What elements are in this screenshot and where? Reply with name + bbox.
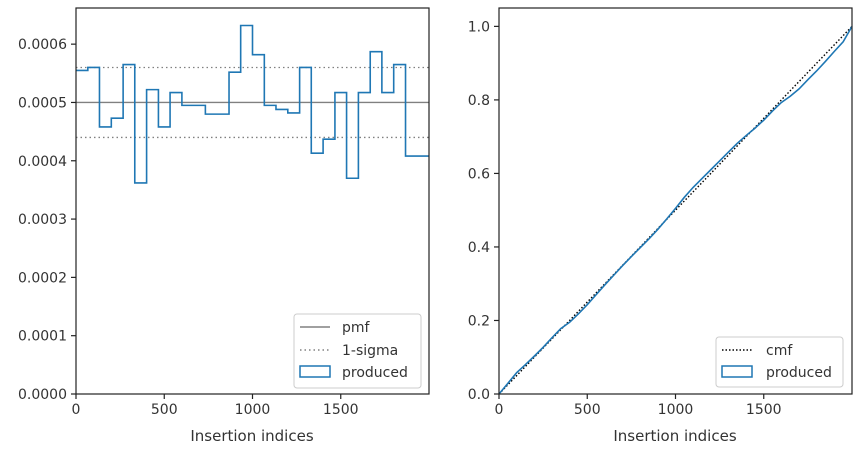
legend-produced-swatch [299,365,331,378]
y-tick-label: 0.0006 [18,37,67,53]
y-tick-label: 0.8 [468,93,490,109]
left-plot-marks [76,24,429,184]
x-tick-label: 500 [574,402,601,418]
left-x-axis-label: Insertion indices [190,427,313,445]
right-axes-frame [498,7,853,395]
y-tick-label: 0.6 [468,166,490,182]
y-tick-label: 0.0002 [18,270,67,286]
x-tick-label: 0 [72,402,81,418]
x-tick-label: 1500 [323,402,359,418]
legend-1-sigma-label: 1-sigma [342,343,398,359]
x-tick-label: 1000 [235,402,271,418]
x-tick-label: 1500 [746,402,782,418]
left-ticks: 0 500 1000 1500 0.0000 0.0001 0.0002 0.0003 0.00… [18,37,359,418]
y-tick-label: 0.0000 [18,387,67,403]
left-legend-box [293,313,422,389]
series-produced [498,25,853,395]
right-x-axis-label: Insertion indices [613,427,736,445]
legend-produced-swatch-right [721,365,753,378]
left-legend: pmf 1-sigma produced [293,313,422,389]
right-ticks: 0 500 1000 1500 0.0 0.2 0.4 0.6 0.8 1.0 [468,19,782,418]
right-panel: 0 500 1000 1500 0.0 0.2 0.4 0.6 0.8 1.0 Insertion… [468,7,853,445]
y-tick-label: 0.0003 [18,212,67,228]
y-tick-label: 0.0005 [18,95,67,111]
x-tick-label: 0 [495,402,504,418]
right-plot-marks [498,25,853,395]
y-tick-label: 0.0 [468,387,490,403]
y-tick-label: 0.0004 [18,154,67,170]
legend-pmf-label: pmf [342,320,371,336]
y-tick-label: 0.4 [468,240,490,256]
legend-produced-label-right: produced [766,365,832,381]
x-tick-label: 500 [151,402,178,418]
legend-produced-label: produced [342,365,408,381]
series-produced [76,24,429,184]
y-tick-label: 0.2 [468,313,490,329]
right-legend: cmf produced [715,336,844,388]
y-tick-label: 1.0 [468,19,490,35]
left-panel: 0 500 1000 1500 0.0000 0.0001 0.0002 0.0003 0.00… [18,7,430,445]
y-tick-label: 0.0001 [18,329,67,345]
legend-cmf-label: cmf [766,343,793,359]
x-tick-label: 1000 [658,402,694,418]
